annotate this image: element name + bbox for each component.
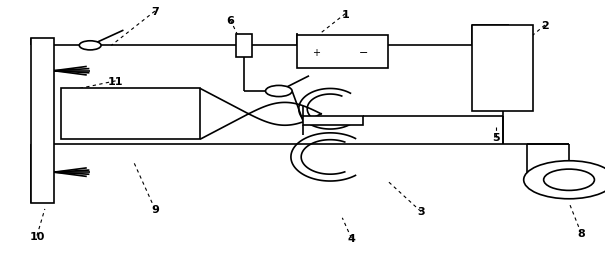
Circle shape [524, 161, 606, 199]
Bar [472, 26, 533, 112]
Text: 10: 10 [29, 231, 45, 241]
Bar [236, 35, 251, 57]
Text: 7: 7 [151, 7, 159, 17]
Text: −: − [359, 47, 368, 57]
Text: 11: 11 [108, 76, 123, 87]
Circle shape [79, 42, 101, 51]
Text: 9: 9 [151, 204, 159, 214]
Text: 2: 2 [541, 21, 548, 31]
Circle shape [265, 86, 292, 97]
Bar [297, 36, 388, 69]
Bar [31, 39, 54, 203]
Circle shape [544, 169, 594, 191]
Text: 4: 4 [347, 233, 355, 243]
Text: 8: 8 [578, 228, 585, 238]
Text: 6: 6 [227, 16, 235, 26]
Text: 5: 5 [493, 132, 501, 142]
Text: +: + [312, 47, 321, 57]
Bar [61, 89, 200, 140]
Text: 1: 1 [341, 10, 349, 20]
Bar [303, 117, 364, 126]
Text: 3: 3 [417, 207, 425, 217]
